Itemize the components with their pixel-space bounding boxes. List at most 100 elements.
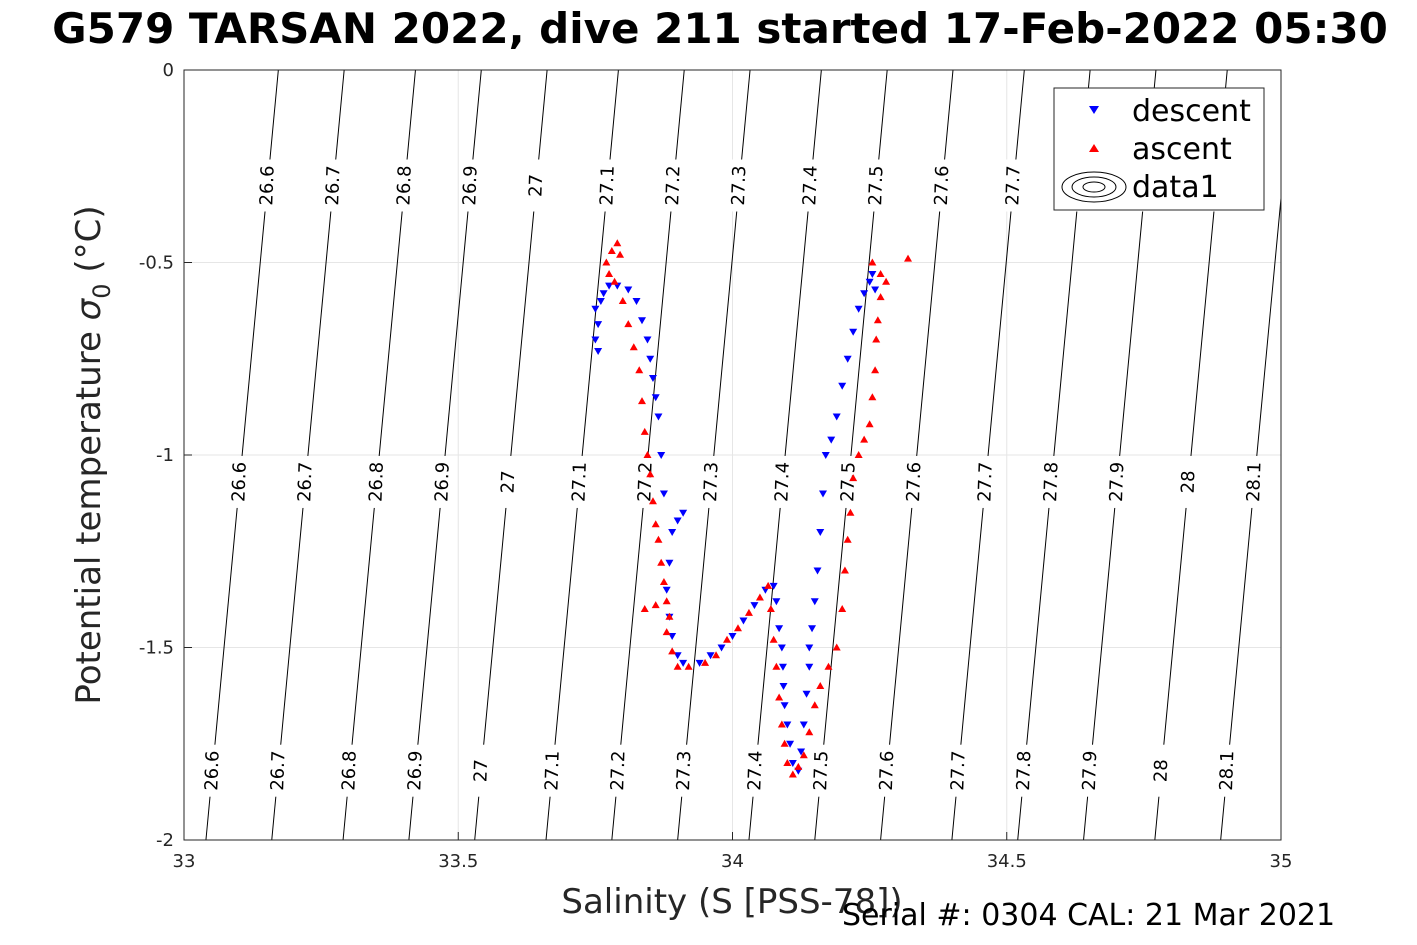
descent-point [659, 490, 668, 498]
ascent-point [607, 246, 616, 254]
contour-label-bg [974, 455, 997, 508]
descent-point [805, 663, 814, 671]
contour-label-26.8: 26.8 [393, 165, 415, 206]
contour-label-bg [201, 744, 224, 797]
ascent-point [783, 759, 792, 766]
descent-point [832, 413, 841, 421]
ascent-point [805, 728, 814, 736]
contour-label-bg [1243, 455, 1266, 508]
contour-label-bg [700, 455, 723, 508]
descent-point [717, 644, 726, 652]
y-axis-label: Potential temperature σ0 (°C) [69, 205, 116, 704]
descent-point [673, 517, 682, 525]
contour-label-28.1: 28.1 [1243, 462, 1265, 503]
descent-point [624, 286, 633, 294]
ascent-point [904, 254, 913, 262]
contour-label-bg [470, 744, 493, 797]
x-tick-label: 35 [1270, 851, 1293, 872]
ascent-point [873, 316, 882, 324]
contour-label-bg [338, 744, 361, 797]
descent-point [778, 663, 787, 671]
descent-point [695, 659, 704, 667]
descent-point [651, 394, 660, 402]
contour-label-bg [673, 744, 696, 797]
contour-label-27.3: 27.3 [700, 462, 722, 503]
contour-label-26.9: 26.9 [431, 462, 453, 503]
contour-label-27.4: 27.4 [799, 165, 821, 206]
legend-ascent-label: ascent [1132, 132, 1232, 167]
descent-point [808, 625, 817, 633]
contour-label-bg [1177, 455, 1200, 508]
contour-label-27.3: 27.3 [673, 750, 695, 791]
contour-label-27.1: 27.1 [596, 165, 618, 206]
descent-point [769, 582, 778, 590]
descent-point [599, 290, 608, 298]
descent-point [799, 721, 808, 729]
descent-point [594, 321, 603, 329]
ascent-point [744, 608, 753, 616]
contour-label-26.7: 26.7 [294, 462, 316, 503]
ascent-point [665, 612, 674, 620]
contour-label-bg [947, 744, 970, 797]
y-tick-label: -1 [156, 445, 174, 466]
descent-point [802, 690, 811, 698]
descent-point [854, 305, 863, 313]
descent-point [827, 436, 836, 444]
contour-label-bg [267, 744, 290, 797]
descent-point [591, 336, 600, 344]
contour-label-27.7: 27.7 [974, 462, 996, 503]
ascent-point [872, 335, 881, 343]
descent-point [819, 490, 828, 498]
ascent-point [723, 635, 732, 643]
contour-label-27.9: 27.9 [1106, 462, 1128, 503]
x-tick-label: 34.5 [987, 851, 1027, 872]
descent-point [783, 721, 792, 729]
descent-point [821, 452, 830, 459]
ascent-point [868, 258, 877, 266]
descent-point [662, 586, 671, 594]
contour-label-28: 28 [1150, 759, 1172, 783]
ascent-point [635, 366, 644, 374]
contour-label-bg [1002, 159, 1025, 212]
descent-point [860, 290, 869, 298]
ascent-point [846, 508, 855, 516]
contour-label-26.7: 26.7 [267, 750, 289, 791]
contour-label-27.1: 27.1 [541, 750, 563, 791]
contour-label-bg [810, 744, 833, 797]
descent-point [868, 271, 877, 279]
contour-label-bg [541, 744, 564, 797]
descent-point [871, 286, 880, 294]
ascent-point [610, 277, 619, 285]
contour-label-bg [662, 159, 685, 212]
descent-point [788, 760, 797, 767]
y-tick-label: -1.5 [139, 638, 174, 659]
legend-descent-label: descent [1132, 94, 1251, 129]
ascent-point [780, 739, 789, 747]
ascent-point [788, 770, 797, 778]
ascent-point [712, 651, 721, 659]
ascent-point [651, 601, 660, 609]
ascent-point [624, 320, 633, 328]
contour-label-27: 27 [497, 470, 519, 494]
contour-label-27.9: 27.9 [1079, 750, 1101, 791]
ascent-point [766, 605, 775, 612]
ascent-point [794, 762, 803, 770]
ascent-point [637, 397, 646, 405]
ascent-point [613, 239, 622, 247]
descent-point [728, 632, 737, 640]
y-axis-label-main: Potential temperature [69, 320, 109, 704]
ascent-point [865, 420, 874, 428]
contour-label-bg [404, 744, 427, 797]
descent-point [679, 509, 688, 517]
descent-point [797, 748, 806, 756]
contour-label-27.6: 27.6 [876, 750, 898, 791]
contour-label-27.4: 27.4 [744, 750, 766, 791]
contour-label-27.6: 27.6 [931, 165, 953, 206]
contour-label-bg [876, 744, 899, 797]
legend: descent ascent data1 [1053, 87, 1265, 211]
ascent-point [832, 643, 841, 651]
ascent-point [824, 662, 833, 670]
contour-label-bg [1150, 744, 1173, 797]
contour-label-27.8: 27.8 [1013, 750, 1035, 791]
contour-label-26.6: 26.6 [228, 462, 250, 503]
